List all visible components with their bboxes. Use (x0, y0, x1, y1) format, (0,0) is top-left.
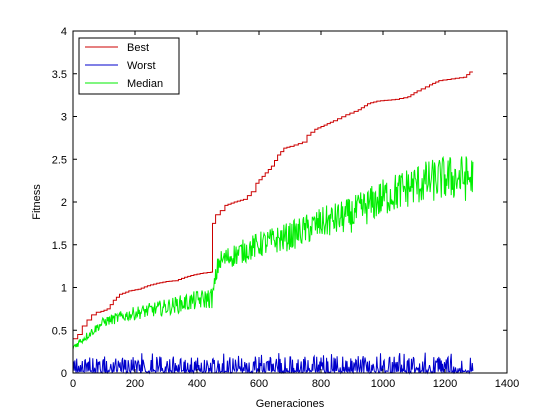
ticks-layer: 0 200 400 600 800 1000 1200 1400 0 0.5 1 1.5 2 2.5 3 3.… (52, 26, 520, 390)
x-tick-label: 1400 (495, 378, 519, 390)
y-tick-label: 4 (61, 26, 67, 38)
x-tick-label: 800 (312, 378, 330, 390)
x-tick-label: 0 (70, 378, 76, 390)
y-tick-label: 1.5 (52, 240, 67, 252)
y-tick-label: 0 (61, 368, 67, 380)
series-layer (72, 71, 474, 375)
series-line-median (72, 155, 474, 350)
y-tick-label: 3 (61, 112, 67, 124)
x-tick-label: 1000 (371, 378, 395, 390)
legend-label-best: Best (127, 42, 149, 54)
legend: Best Worst Median (78, 37, 180, 95)
y-tick-label: 2 (61, 197, 67, 209)
x-axis-label: Generaciones (256, 398, 325, 410)
y-tick-label: 3.5 (52, 69, 67, 81)
series-line-best (73, 71, 473, 340)
x-tick-label: 400 (188, 378, 206, 390)
legend-label-median: Median (127, 78, 163, 90)
x-tick-label: 1200 (433, 378, 457, 390)
y-tick-label: 1 (61, 283, 67, 295)
y-axis-label: Fitness (31, 184, 43, 220)
legend-label-worst: Worst (127, 60, 156, 72)
x-tick-label: 600 (250, 378, 268, 390)
series-line-worst (72, 352, 474, 375)
y-tick-label: 2.5 (52, 154, 67, 166)
x-tick-label: 200 (126, 378, 144, 390)
y-tick-label: 0.5 (52, 325, 67, 337)
